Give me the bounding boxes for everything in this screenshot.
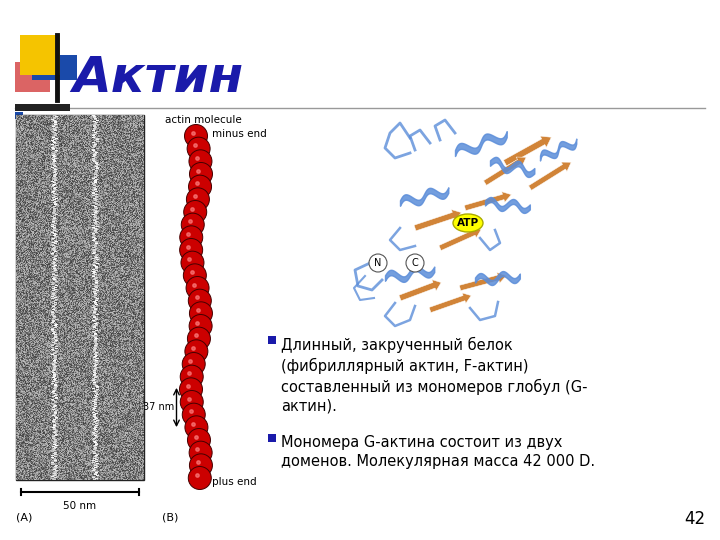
Circle shape bbox=[189, 289, 211, 312]
FancyArrow shape bbox=[464, 192, 511, 211]
Text: (A): (A) bbox=[16, 512, 32, 522]
FancyArrow shape bbox=[484, 157, 526, 185]
Circle shape bbox=[189, 150, 212, 173]
Circle shape bbox=[185, 340, 208, 363]
Circle shape bbox=[187, 137, 210, 160]
Circle shape bbox=[186, 188, 210, 211]
Circle shape bbox=[369, 254, 387, 272]
FancyBboxPatch shape bbox=[268, 336, 276, 344]
Text: 37 nm: 37 nm bbox=[143, 402, 174, 413]
Circle shape bbox=[179, 378, 202, 401]
FancyBboxPatch shape bbox=[15, 104, 70, 111]
FancyArrow shape bbox=[528, 162, 571, 190]
Circle shape bbox=[184, 264, 207, 287]
Circle shape bbox=[185, 416, 208, 439]
Text: ATP: ATP bbox=[457, 218, 479, 228]
Circle shape bbox=[187, 429, 210, 451]
Circle shape bbox=[184, 200, 207, 224]
Text: Мономера G-актина состоит из двух
доменов. Молекулярная масса 42 000 D.: Мономера G-актина состоит из двух домено… bbox=[281, 435, 595, 469]
Circle shape bbox=[180, 239, 202, 261]
Circle shape bbox=[180, 365, 203, 388]
Text: C: C bbox=[412, 258, 418, 268]
Circle shape bbox=[180, 226, 203, 249]
Circle shape bbox=[181, 251, 204, 274]
FancyBboxPatch shape bbox=[15, 62, 50, 92]
Ellipse shape bbox=[453, 214, 483, 232]
FancyBboxPatch shape bbox=[20, 35, 60, 75]
FancyArrow shape bbox=[503, 136, 552, 166]
FancyBboxPatch shape bbox=[15, 112, 23, 119]
Circle shape bbox=[406, 254, 424, 272]
Circle shape bbox=[189, 467, 211, 489]
FancyArrow shape bbox=[414, 210, 462, 231]
Circle shape bbox=[184, 125, 207, 147]
Text: 42: 42 bbox=[684, 510, 705, 528]
Circle shape bbox=[187, 327, 210, 350]
Circle shape bbox=[189, 175, 212, 198]
Circle shape bbox=[186, 276, 209, 300]
Text: Актин: Актин bbox=[72, 54, 243, 102]
Circle shape bbox=[182, 403, 205, 426]
Circle shape bbox=[182, 353, 205, 375]
Text: plus end: plus end bbox=[212, 477, 256, 487]
FancyBboxPatch shape bbox=[32, 55, 77, 80]
Text: Длинный, закрученный белок
(фибриллярный актин, F-актин)
составленный из мономер: Длинный, закрученный белок (фибриллярный… bbox=[281, 337, 588, 414]
FancyArrow shape bbox=[429, 293, 471, 313]
Circle shape bbox=[180, 390, 203, 414]
Circle shape bbox=[189, 302, 212, 325]
Circle shape bbox=[189, 454, 212, 477]
Circle shape bbox=[189, 441, 212, 464]
Circle shape bbox=[181, 213, 204, 236]
Text: N: N bbox=[374, 258, 382, 268]
Circle shape bbox=[189, 163, 212, 186]
Text: minus end: minus end bbox=[212, 129, 266, 139]
FancyArrow shape bbox=[439, 228, 481, 251]
FancyArrow shape bbox=[399, 280, 441, 301]
Text: (B): (B) bbox=[162, 512, 179, 522]
Text: actin molecule: actin molecule bbox=[165, 115, 242, 125]
FancyArrow shape bbox=[459, 273, 506, 291]
Text: 50 nm: 50 nm bbox=[63, 501, 96, 511]
Circle shape bbox=[189, 314, 212, 338]
FancyBboxPatch shape bbox=[268, 434, 276, 442]
